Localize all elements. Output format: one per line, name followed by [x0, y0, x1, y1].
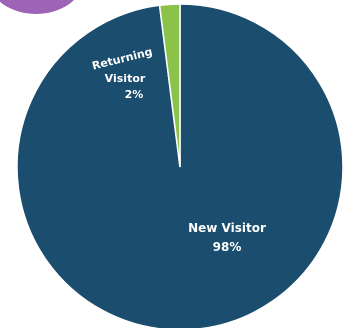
slice-percent-returning-visitor: 2% — [125, 88, 144, 101]
slice-label-returning-visitor-line2: Visitor — [105, 72, 146, 85]
pie-slices — [16, 3, 344, 328]
slice-label-new-visitor: New Visitor — [188, 221, 266, 235]
slice-returning-visitor — [158, 3, 181, 168]
decorative-badge — [0, 0, 74, 14]
slice-percent-new-visitor: 98% — [213, 240, 242, 254]
